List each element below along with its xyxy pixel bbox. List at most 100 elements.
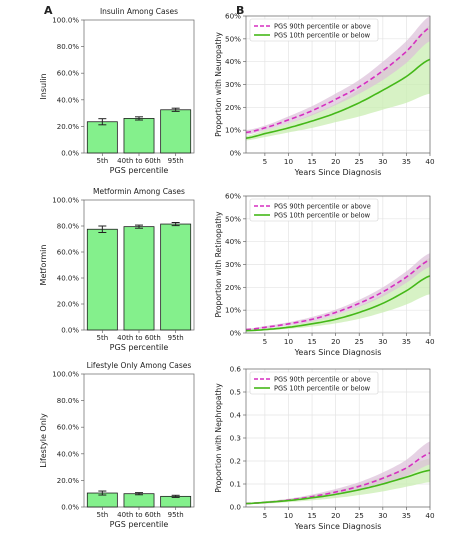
legend-label-bottom: PGS 10th percentile or below bbox=[274, 212, 371, 220]
x-tick-label: 95th bbox=[168, 334, 184, 342]
x-axis-label: Years Since Diagnosis bbox=[294, 522, 382, 531]
y-tick-label: 60.0% bbox=[57, 249, 80, 257]
x-tick-label: 95th bbox=[168, 511, 184, 519]
y-tick-label: 80.0% bbox=[57, 223, 80, 231]
x-tick-label: 15 bbox=[307, 157, 316, 166]
y-tick-label: 100.0% bbox=[52, 371, 79, 379]
y-tick-label: 60.0% bbox=[57, 70, 80, 78]
x-axis-label: PGS percentile bbox=[110, 520, 169, 529]
chart-title: Insulin Among Cases bbox=[100, 7, 178, 16]
bar-chart-1: Insulin Among Cases 0.0% 20.0% 40.0% 60.0% 80… bbox=[39, 7, 195, 175]
panel-label-b: B bbox=[236, 4, 244, 17]
y-tick-label: 0.0% bbox=[61, 504, 79, 512]
y-axis-label: Metformin bbox=[39, 245, 48, 286]
bar bbox=[123, 118, 155, 154]
y-axis-label: Lifestyle Only bbox=[39, 413, 48, 468]
plot-area bbox=[246, 16, 430, 141]
y-tick-label: 10% bbox=[225, 306, 241, 315]
y-tick-label: 30% bbox=[225, 260, 241, 269]
chart-title: Lifestyle Only Among Cases bbox=[87, 361, 192, 370]
y-axis-label: Proportion with Retinopathy bbox=[214, 211, 223, 318]
x-tick-label: 30 bbox=[378, 337, 388, 346]
x-tick-label: 20 bbox=[331, 337, 341, 346]
legend-label-top: PGS 90th percentile or above bbox=[274, 23, 371, 31]
x-tick-label: 5 bbox=[263, 337, 268, 346]
confidence-band-bottom bbox=[246, 25, 430, 141]
x-axis-label: Years Since Diagnosis bbox=[294, 348, 382, 357]
legend-label-bottom: PGS 10th percentile or below bbox=[274, 32, 371, 40]
x-axis-label: PGS percentile bbox=[110, 166, 169, 175]
y-tick-label: 80.0% bbox=[57, 43, 80, 51]
x-axis-label: PGS percentile bbox=[110, 343, 169, 352]
panel-label-a: A bbox=[44, 4, 53, 17]
y-tick-label: 0.4 bbox=[230, 411, 242, 420]
legend-label-top: PGS 90th percentile or above bbox=[274, 203, 371, 211]
chart-title: Metformin Among Cases bbox=[93, 187, 185, 196]
bar bbox=[160, 495, 192, 508]
y-tick-label: 40.0% bbox=[57, 96, 80, 104]
x-tick-label: 25 bbox=[355, 337, 364, 346]
y-tick-label: 80.0% bbox=[57, 397, 80, 405]
x-tick-label: 40 bbox=[425, 157, 435, 166]
x-tick-label: 20 bbox=[331, 157, 341, 166]
y-tick-label: 0.1 bbox=[230, 480, 241, 489]
y-tick-label: 20% bbox=[225, 103, 241, 112]
legend-box bbox=[249, 371, 379, 395]
x-tick-label: 25 bbox=[355, 157, 364, 166]
y-tick-label: 50% bbox=[225, 34, 241, 43]
bar-chart-3: Lifestyle Only Among Cases 0.0% 20.0% 40.0%… bbox=[39, 361, 195, 529]
line-chart-2: 0% 10% 20% 30% 40% 50% 60% 5 10 15 20 25 30 35 40 Years… bbox=[214, 192, 435, 358]
y-tick-label: 0.0 bbox=[230, 503, 242, 512]
y-tick-label: 30% bbox=[225, 80, 241, 89]
y-tick-label: 40% bbox=[225, 57, 241, 66]
y-tick-label: 20.0% bbox=[57, 123, 80, 131]
bar bbox=[86, 121, 118, 154]
y-tick-label: 100.0% bbox=[52, 17, 79, 25]
y-tick-label: 40% bbox=[225, 237, 241, 246]
x-tick-label: 30 bbox=[378, 157, 388, 166]
y-tick-label: 0% bbox=[230, 149, 242, 158]
y-tick-label: 100.0% bbox=[52, 197, 79, 205]
bar bbox=[123, 493, 155, 508]
x-tick-label: 5 bbox=[263, 157, 268, 166]
legend-box bbox=[249, 198, 379, 222]
y-tick-label: 0.2 bbox=[230, 457, 241, 466]
x-axis-label: Years Since Diagnosis bbox=[294, 168, 382, 177]
y-tick-label: 20.0% bbox=[57, 301, 80, 309]
y-tick-label: 20% bbox=[225, 283, 241, 292]
y-tick-label: 40.0% bbox=[57, 450, 80, 458]
bar-chart-2: Metformin Among Cases 0.0% 20.0% 40.0% 60.0%… bbox=[39, 187, 195, 352]
y-tick-label: 60% bbox=[225, 192, 241, 201]
y-tick-label: 0.0% bbox=[61, 150, 79, 158]
bar bbox=[160, 223, 192, 331]
x-tick-label: 35 bbox=[402, 157, 411, 166]
x-tick-label: 20 bbox=[331, 511, 341, 520]
legend-box bbox=[249, 18, 379, 42]
x-tick-label: 35 bbox=[402, 511, 411, 520]
y-tick-label: 10% bbox=[225, 126, 241, 135]
y-tick-label: 0.3 bbox=[230, 434, 241, 443]
x-tick-label: 25 bbox=[355, 511, 364, 520]
x-tick-label: 40 bbox=[425, 511, 435, 520]
y-axis-label: Proportion with Neuropathy bbox=[214, 32, 223, 137]
x-tick-label: 5th bbox=[97, 157, 109, 165]
y-tick-label: 60.0% bbox=[57, 424, 80, 432]
y-tick-label: 50% bbox=[225, 214, 241, 223]
x-tick-label: 10 bbox=[284, 337, 294, 346]
x-tick-label: 35 bbox=[402, 337, 411, 346]
x-tick-label: 95th bbox=[168, 157, 184, 165]
x-tick-label: 5 bbox=[263, 511, 268, 520]
series-line-top bbox=[246, 452, 430, 505]
series-line-bottom bbox=[246, 469, 430, 505]
line-chart-3: 0.0 0.1 0.2 0.3 0.4 0.5 0.6 5 10 15 20 25 30 35 40 Year… bbox=[214, 365, 435, 532]
x-tick-label: 15 bbox=[307, 337, 316, 346]
y-tick-label: 40.0% bbox=[57, 275, 80, 283]
y-tick-label: 60% bbox=[225, 12, 241, 21]
x-tick-label: 5th bbox=[97, 334, 109, 342]
x-tick-label: 5th bbox=[97, 511, 109, 519]
x-tick-label: 10 bbox=[284, 157, 294, 166]
x-tick-label: 40th to 60th bbox=[117, 334, 161, 342]
line-chart-1: 0% 10% 20% 30% 40% 50% 60% 5 10 15 20 25 30 35 40 Years… bbox=[214, 12, 435, 178]
x-tick-label: 10 bbox=[284, 511, 294, 520]
